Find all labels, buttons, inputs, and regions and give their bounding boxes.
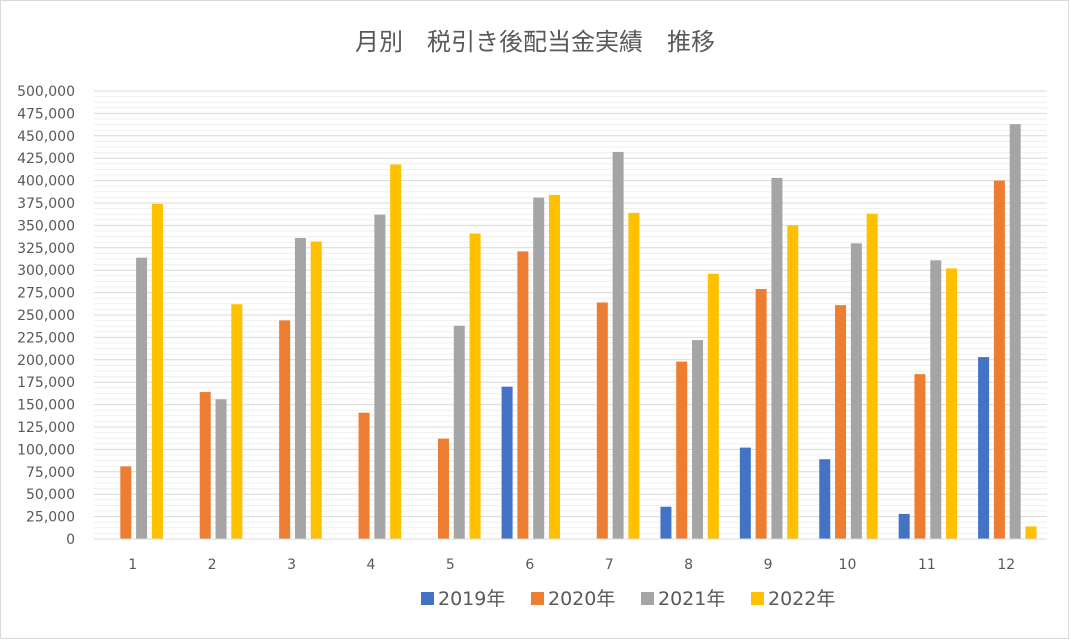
y-tick-label: 100,000 xyxy=(17,442,75,458)
y-tick-label: 350,000 xyxy=(17,218,75,234)
bar xyxy=(501,386,513,539)
bar xyxy=(596,302,608,539)
bar xyxy=(660,506,672,539)
y-tick-label: 25,000 xyxy=(26,510,75,526)
chart-title: 月別 税引き後配当金実績 推移 xyxy=(355,28,715,56)
bar xyxy=(453,325,465,539)
x-tick-label: 10 xyxy=(839,557,857,573)
bar xyxy=(358,412,370,539)
bar xyxy=(755,289,767,539)
x-tick-label: 12 xyxy=(997,557,1015,573)
y-tick-label: 425,000 xyxy=(17,151,75,167)
y-tick-label: 450,000 xyxy=(17,129,75,145)
bar xyxy=(231,304,243,539)
y-axis-tick-labels: 0 25,000 50,000 75,000 100,000 125,000 150,000… xyxy=(17,84,75,548)
bar xyxy=(898,513,910,539)
bar xyxy=(835,305,847,539)
bar xyxy=(612,151,624,540)
legend-label: 2019年 xyxy=(438,588,505,610)
y-tick-label: 50,000 xyxy=(26,487,75,503)
bar xyxy=(692,340,704,539)
bar xyxy=(771,177,783,540)
y-tick-label: 375,000 xyxy=(17,196,75,212)
bar xyxy=(469,233,481,540)
bar xyxy=(437,438,449,539)
x-tick-label: 4 xyxy=(366,557,375,573)
x-tick-label: 2 xyxy=(208,557,217,573)
y-tick-label: 325,000 xyxy=(17,241,75,257)
y-tick-label: 200,000 xyxy=(17,353,75,369)
x-tick-label: 11 xyxy=(918,557,936,573)
y-tick-label: 300,000 xyxy=(17,263,75,279)
bar xyxy=(819,459,831,539)
bar xyxy=(930,260,942,539)
bar xyxy=(1025,526,1037,539)
y-tick-label: 175,000 xyxy=(17,375,75,391)
x-axis-tick-labels: 1 2 3 4 5 6 7 8 9 10 11 12 xyxy=(128,557,1015,573)
bar xyxy=(676,361,688,539)
y-tick-label: 500,000 xyxy=(17,84,75,100)
gridlines xyxy=(94,90,1047,534)
bar xyxy=(707,273,719,539)
legend: 2019年 2020年 2021年 2022年 xyxy=(421,588,835,610)
legend-label: 2022年 xyxy=(768,588,835,610)
legend-swatch xyxy=(641,592,654,605)
y-tick-label: 275,000 xyxy=(17,286,75,302)
y-tick-label: 400,000 xyxy=(17,174,75,190)
bar xyxy=(533,197,545,539)
bar xyxy=(946,268,958,539)
bar xyxy=(374,214,386,539)
bar xyxy=(787,225,799,539)
bar xyxy=(120,466,132,539)
x-tick-label: 1 xyxy=(128,557,137,573)
bar xyxy=(151,203,163,539)
y-tick-label: 475,000 xyxy=(17,106,75,122)
legend-label: 2021年 xyxy=(658,588,725,610)
bar xyxy=(866,213,878,539)
bar xyxy=(199,392,211,539)
x-tick-label: 3 xyxy=(287,557,296,573)
bar xyxy=(310,241,322,539)
bar xyxy=(628,212,640,539)
y-tick-label: 250,000 xyxy=(17,308,75,324)
bar xyxy=(1009,124,1021,539)
x-tick-label: 6 xyxy=(525,557,534,573)
bar xyxy=(548,194,560,539)
x-tick-label: 5 xyxy=(446,557,455,573)
bar xyxy=(279,320,291,539)
bar xyxy=(294,237,306,539)
bar xyxy=(517,251,529,539)
bar xyxy=(993,180,1005,539)
legend-label: 2020年 xyxy=(548,588,615,610)
bar xyxy=(739,447,751,539)
bar xyxy=(136,257,148,539)
y-tick-label: 75,000 xyxy=(26,465,75,481)
bar xyxy=(978,357,990,539)
bars xyxy=(120,124,1037,540)
bar xyxy=(914,374,926,539)
y-tick-label: 225,000 xyxy=(17,330,75,346)
bar xyxy=(850,243,862,539)
y-tick-label: 0 xyxy=(66,532,75,548)
legend-swatch xyxy=(421,592,434,605)
y-tick-label: 125,000 xyxy=(17,420,75,436)
legend-swatch xyxy=(751,592,764,605)
y-tick-label: 150,000 xyxy=(17,398,75,414)
x-tick-label: 8 xyxy=(684,557,693,573)
x-tick-label: 7 xyxy=(605,557,614,573)
bar xyxy=(390,164,402,540)
legend-swatch xyxy=(531,592,544,605)
bar xyxy=(215,399,227,539)
x-tick-label: 9 xyxy=(764,557,773,573)
